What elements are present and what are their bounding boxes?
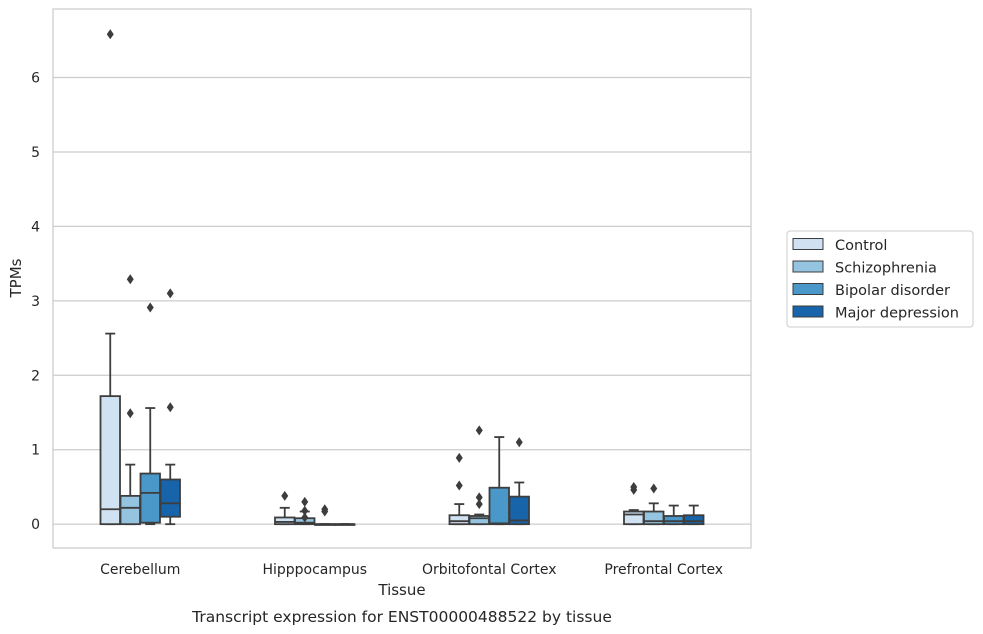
series-control (99, 29, 645, 526)
box-group (663, 504, 685, 526)
box-group (623, 481, 645, 526)
box (159, 478, 181, 518)
box (508, 495, 530, 526)
box-group (159, 288, 181, 526)
outlier-point (146, 302, 154, 313)
box-group (468, 425, 490, 526)
y-axis-ticks: 0 1 2 3 4 5 6 (31, 70, 40, 533)
box (119, 494, 141, 526)
legend-label: Major depression (835, 306, 959, 322)
box (448, 514, 470, 526)
box-group (448, 452, 470, 526)
box (139, 472, 161, 524)
y-tick-label: 4 (31, 219, 40, 235)
outlier-point (321, 504, 329, 515)
outlier-point (455, 452, 463, 463)
outlier-point (475, 425, 483, 436)
y-gridlines (53, 76, 751, 525)
box (623, 510, 645, 526)
legend: Control Schizophrenia Bipolar disorder Majo… (786, 230, 974, 328)
outlier-point (166, 402, 174, 413)
legend-swatch (792, 260, 824, 273)
series-bipolar-disorder (139, 302, 685, 526)
legend-frame (786, 230, 974, 328)
series-schizophrenia (119, 274, 665, 526)
plot-area-frame (52, 8, 752, 549)
outlier-point (455, 480, 463, 491)
box (274, 516, 296, 526)
box (663, 515, 685, 526)
outlier-point (126, 408, 134, 419)
outlier-point (301, 512, 309, 523)
outlier-point (126, 274, 134, 285)
box-group (334, 523, 356, 526)
box (468, 515, 490, 526)
box-group (294, 496, 316, 526)
legend-swatch (792, 238, 824, 250)
y-tick-label: 6 (31, 70, 40, 86)
outlier-point (475, 499, 483, 510)
box-group (683, 504, 705, 526)
box-group (488, 436, 510, 526)
y-tick-label: 2 (31, 368, 40, 384)
legend-label: Bipolar disorder (835, 283, 950, 299)
box-group (314, 504, 336, 526)
x-tick-label: Hipppocampus (262, 562, 367, 578)
outlier-point (301, 496, 309, 507)
box-group (508, 437, 530, 526)
outlier-point (475, 492, 483, 503)
outlier-point (106, 29, 114, 40)
box (643, 510, 665, 526)
legend-swatch (792, 283, 824, 295)
legend-label: Control (835, 238, 887, 254)
outlier-point (650, 483, 658, 494)
legend-label: Schizophrenia (835, 261, 937, 277)
x-tick-label: Cerebellum (100, 562, 180, 578)
outlier-point (301, 505, 309, 516)
outlier-point (166, 288, 174, 299)
outlier-point (515, 437, 523, 448)
y-axis-label: TPMs (7, 258, 25, 298)
y-tick-label: 0 (31, 517, 40, 533)
figure-caption: Transcript expression for ENST0000048852… (191, 608, 612, 626)
box-group (139, 302, 161, 526)
x-axis-ticks: Cerebellum Hipppocampus Orbitofontal Corte… (100, 562, 723, 578)
outlier-point (630, 481, 638, 492)
y-tick-label: 1 (31, 443, 40, 459)
box-group (99, 29, 121, 526)
x-tick-label: Prefrontal Cortex (604, 562, 723, 578)
legend-swatch (792, 305, 824, 318)
outlier-point (281, 490, 289, 501)
x-axis-label: Tissue (377, 581, 425, 599)
box-series-layer (99, 29, 705, 526)
box-group (119, 274, 141, 526)
box (488, 486, 510, 526)
series-major-depression (159, 288, 705, 526)
y-tick-label: 5 (31, 145, 40, 161)
box-group (643, 483, 665, 526)
y-tick-label: 3 (31, 294, 40, 310)
box (99, 395, 121, 526)
x-tick-label: Orbitofontal Cortex (422, 562, 557, 578)
box-group (274, 490, 296, 526)
box (683, 514, 705, 526)
